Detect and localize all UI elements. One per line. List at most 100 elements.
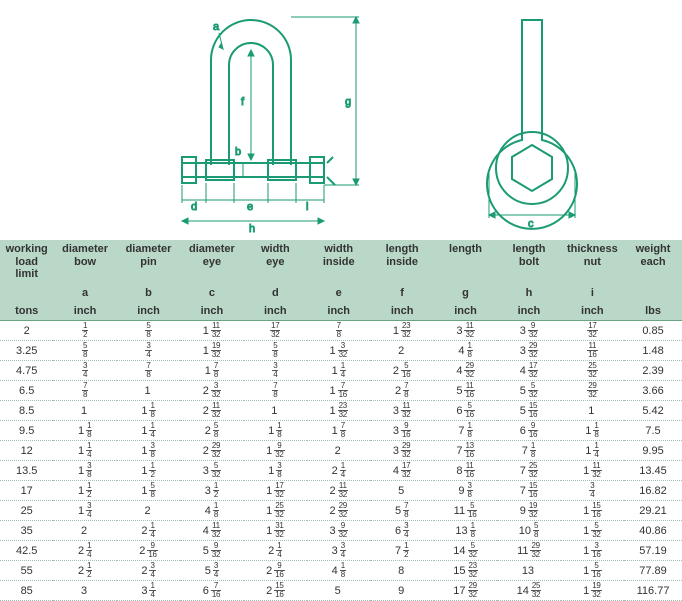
col-header: workingloadlimit	[0, 240, 53, 284]
cell: 22932	[307, 501, 370, 521]
cell: 81116	[434, 461, 497, 481]
cell: 1058	[497, 521, 560, 541]
col-header: weighteach	[624, 240, 682, 284]
cell: 3916	[370, 421, 433, 441]
cell: 58	[53, 341, 116, 361]
cell: 138	[244, 461, 307, 481]
cell: 7.5	[624, 421, 682, 441]
cell: 42932	[434, 361, 497, 381]
table-row: 13.5138112353213821441732811167253211132…	[0, 461, 682, 481]
col-unit: inch	[307, 303, 370, 321]
dim-a: a	[213, 21, 220, 33]
cell: 118	[53, 421, 116, 441]
col-unit: inch	[244, 303, 307, 321]
cell: 234	[117, 561, 180, 581]
cell: 72532	[497, 461, 560, 481]
cell: 1716	[307, 381, 370, 401]
cell: 22932	[180, 441, 243, 461]
cell: 5532	[497, 381, 560, 401]
cell: 1932	[244, 441, 307, 461]
col-unit: inch	[561, 303, 624, 321]
dim-c: c	[528, 218, 534, 230]
dim-e: e	[247, 201, 253, 213]
col-letter: g	[434, 284, 497, 303]
cell: 3.25	[0, 341, 53, 361]
cell: 214	[117, 521, 180, 541]
cell: 85	[0, 581, 53, 601]
table-row: 251342418125322293257811516919321151629.…	[0, 501, 682, 521]
cell: 138	[53, 461, 116, 481]
cell: 1	[53, 401, 116, 421]
cell: 2916	[117, 541, 180, 561]
cell: 42.5	[0, 541, 53, 561]
col-header: widtheye	[244, 240, 307, 284]
cell: 8	[370, 561, 433, 581]
cell: 1	[561, 401, 624, 421]
table-row: 1711215831211732211325938715163416.82	[0, 481, 682, 501]
cell: 51516	[497, 401, 560, 421]
cell: 12532	[244, 501, 307, 521]
cell: 314	[117, 581, 180, 601]
cell: 418	[180, 501, 243, 521]
cell: 41732	[370, 461, 433, 481]
cell: 118	[117, 401, 180, 421]
cell: 718	[434, 421, 497, 441]
col-letter: f	[370, 284, 433, 303]
cell: 2932	[561, 381, 624, 401]
cell: 34	[117, 341, 180, 361]
cell: 9.5	[0, 421, 53, 441]
cell: 1116	[561, 341, 624, 361]
cell: 78	[307, 321, 370, 341]
table-row: 42.5214291659322143347121453211293213165…	[0, 541, 682, 561]
col-unit: inch	[497, 303, 560, 321]
cell: 71316	[434, 441, 497, 461]
cell: 0.85	[624, 321, 682, 341]
table-row: 8533146716215165917293214253211932116.77	[0, 581, 682, 601]
cell: 2	[53, 521, 116, 541]
cell: 418	[434, 341, 497, 361]
cell: 2	[370, 341, 433, 361]
col-letter: d	[244, 284, 307, 303]
col-header: widthinside	[307, 240, 370, 284]
cell: 114	[117, 421, 180, 441]
cell: 2	[307, 441, 370, 461]
cell: 78	[244, 381, 307, 401]
cell: 1732	[561, 321, 624, 341]
cell: 8.5	[0, 401, 53, 421]
cell: 16.82	[624, 481, 682, 501]
cell: 116.77	[624, 581, 682, 601]
cell: 34	[561, 481, 624, 501]
cell: 31132	[434, 321, 497, 341]
cell: 34	[53, 361, 116, 381]
cell: 178	[307, 421, 370, 441]
cell: 418	[307, 561, 370, 581]
cell: 78	[53, 381, 116, 401]
cell: 9.95	[624, 441, 682, 461]
cell: 334	[307, 541, 370, 561]
cell: 1318	[434, 521, 497, 541]
col-letter	[0, 284, 53, 303]
col-header: lengthinside	[370, 240, 433, 284]
cell: 214	[307, 461, 370, 481]
cell: 258	[180, 421, 243, 441]
cell: 2.39	[624, 361, 682, 381]
cell: 152332	[434, 561, 497, 581]
spec-table: workingloadlimitdiameterbowdiameterpindi…	[0, 240, 682, 601]
cell: 118	[561, 421, 624, 441]
col-header: length	[434, 240, 497, 284]
cell: 2516	[370, 361, 433, 381]
cell: 21132	[180, 401, 243, 421]
page: a f b g d e	[0, 0, 682, 601]
cell: 634	[370, 521, 433, 541]
cell: 34	[244, 361, 307, 381]
cell: 1516	[561, 561, 624, 581]
cell: 2	[117, 501, 180, 521]
cell: 40.86	[624, 521, 682, 541]
cell: 3	[53, 581, 116, 601]
cell: 712	[370, 541, 433, 561]
cell: 11516	[434, 501, 497, 521]
dim-g: g	[345, 96, 351, 108]
cell: 6716	[180, 581, 243, 601]
dim-h: h	[249, 223, 255, 235]
cell: 142532	[497, 581, 560, 601]
